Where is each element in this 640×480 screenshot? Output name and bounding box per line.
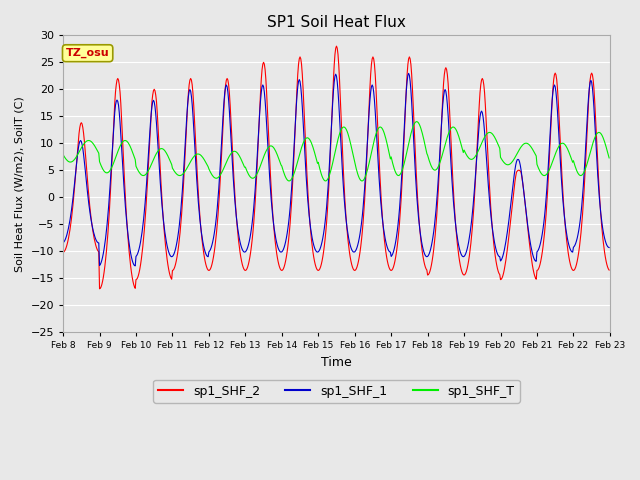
sp1_SHF_1 xyxy=(69,195,77,201)
sp1_SHF_2 xyxy=(333,43,340,49)
sp1_SHF_1 xyxy=(131,263,139,269)
Line: sp1_SHF_2: sp1_SHF_2 xyxy=(63,46,609,289)
sp1_SHF_T xyxy=(420,137,428,143)
sp1_SHF_1 xyxy=(404,71,412,76)
sp1_SHF_T xyxy=(69,158,77,164)
sp1_SHF_2 xyxy=(404,61,412,67)
Text: TZ_osu: TZ_osu xyxy=(66,48,109,59)
sp1_SHF_1 xyxy=(211,231,218,237)
sp1_SHF_2 xyxy=(420,258,428,264)
Legend: sp1_SHF_2, sp1_SHF_1, sp1_SHF_T: sp1_SHF_2, sp1_SHF_1, sp1_SHF_T xyxy=(154,380,520,403)
sp1_SHF_2 xyxy=(69,202,77,208)
sp1_SHF_1 xyxy=(420,249,428,254)
sp1_SHF_1 xyxy=(60,240,67,246)
Title: SP1 Soil Heat Flux: SP1 Soil Heat Flux xyxy=(267,15,406,30)
sp1_SHF_T xyxy=(285,178,293,184)
sp1_SHF_2 xyxy=(182,147,189,153)
X-axis label: Time: Time xyxy=(321,356,352,369)
sp1_SHF_T xyxy=(413,119,421,124)
sp1_SHF_2 xyxy=(605,267,613,273)
sp1_SHF_T xyxy=(403,148,411,154)
sp1_SHF_1 xyxy=(182,138,189,144)
sp1_SHF_T xyxy=(60,152,67,157)
Y-axis label: Soil Heat Flux (W/m2), SoilT (C): Soil Heat Flux (W/m2), SoilT (C) xyxy=(15,96,25,272)
sp1_SHF_T xyxy=(605,155,613,161)
Line: sp1_SHF_T: sp1_SHF_T xyxy=(63,121,609,181)
sp1_SHF_T xyxy=(180,169,188,175)
sp1_SHF_2 xyxy=(126,257,134,263)
sp1_SHF_1 xyxy=(605,245,613,251)
sp1_SHF_2 xyxy=(211,249,218,255)
sp1_SHF_2 xyxy=(96,286,104,292)
sp1_SHF_T xyxy=(125,142,133,147)
sp1_SHF_T xyxy=(210,174,218,180)
sp1_SHF_1 xyxy=(403,78,411,84)
sp1_SHF_1 xyxy=(125,241,133,247)
Line: sp1_SHF_1: sp1_SHF_1 xyxy=(63,73,609,266)
sp1_SHF_2 xyxy=(60,249,67,255)
